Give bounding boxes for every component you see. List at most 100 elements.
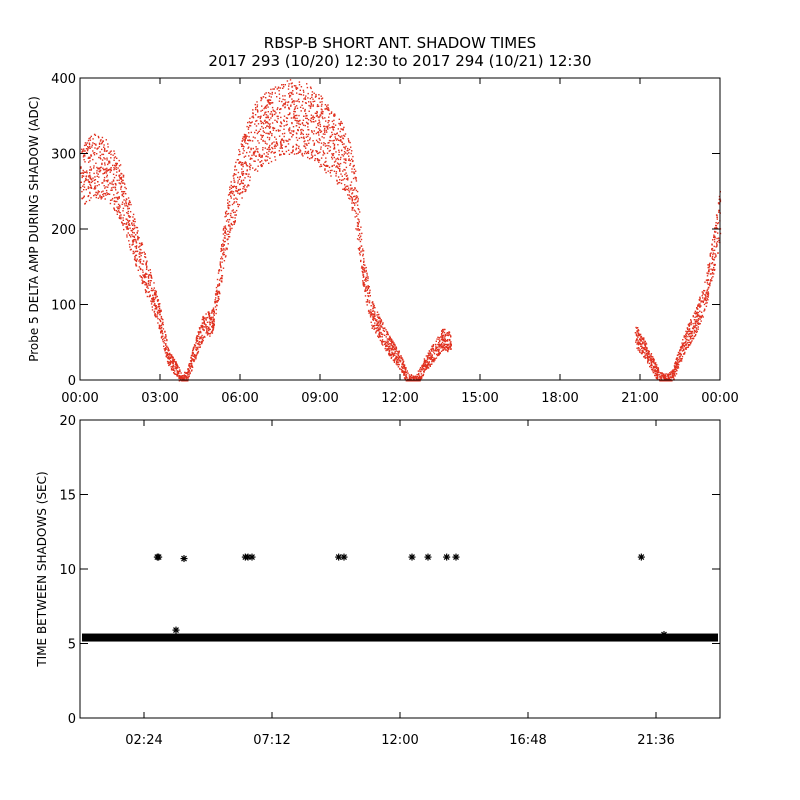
delta-amp-point [341,122,343,125]
delta-amp-point [326,126,329,129]
delta-amp-point [107,186,109,188]
delta-amp-point [341,135,343,137]
delta-amp-point [147,281,150,283]
delta-amp-point [403,371,405,373]
delta-amp-point [98,136,100,139]
delta-amp-point [264,111,266,114]
delta-amp-point [161,330,163,332]
delta-amp-point [160,328,162,330]
delta-amp-point [276,144,279,146]
delta-amp-point [324,108,326,110]
delta-amp-point [344,146,346,149]
delta-amp-point [196,343,199,345]
delta-amp-point [337,157,339,159]
delta-amp-point [88,175,90,177]
delta-amp-point [393,359,396,361]
delta-amp-point [283,86,285,88]
delta-amp-point [432,359,434,362]
delta-amp-point [132,239,135,241]
delta-amp-point [381,340,383,342]
delta-amp-point [160,310,162,312]
delta-amp-point [110,189,113,191]
delta-amp-point [404,374,406,376]
delta-amp-point [324,168,326,170]
delta-amp-point [340,156,342,159]
delta-amp-point [244,188,246,190]
delta-amp-point [151,309,154,311]
delta-amp-point [705,299,707,301]
delta-amp-point [318,161,320,163]
delta-amp-point [135,246,138,248]
delta-amp-point [697,320,699,322]
delta-amp-point [155,293,157,295]
delta-amp-point [332,125,334,128]
delta-amp-point [120,172,122,175]
delta-amp-point [221,244,223,246]
delta-amp-point [393,352,395,354]
delta-amp-point [304,124,306,127]
delta-amp-point [271,115,273,117]
delta-amp-point [243,146,245,148]
delta-amp-point [133,232,135,234]
delta-amp-point [344,186,347,188]
delta-amp-point [655,367,658,370]
delta-amp-point [120,218,122,220]
delta-amp-point [650,353,653,355]
delta-amp-point [317,132,320,134]
delta-amp-point [193,360,195,363]
delta-amp-point [376,329,378,332]
delta-amp-point [663,375,665,377]
delta-amp-point [699,296,701,298]
delta-amp-point [358,252,361,254]
delta-amp-point [268,101,270,104]
delta-amp-point [396,361,398,363]
delta-amp-point [342,128,344,130]
delta-amp-point [410,374,412,377]
time-between-point [340,553,348,561]
delta-amp-point [90,135,92,138]
delta-amp-point [365,285,367,288]
delta-amp-point [401,362,403,365]
delta-amp-point [302,107,304,109]
delta-amp-point [397,366,400,368]
delta-amp-point [710,268,712,270]
delta-amp-point [399,367,401,370]
delta-amp-point [390,356,393,359]
delta-amp-point [355,197,357,199]
delta-amp-point [261,165,263,167]
delta-amp-point [191,364,193,366]
delta-amp-point [327,142,329,144]
delta-amp-point [154,314,156,316]
delta-amp-point [281,144,283,146]
delta-amp-point [94,176,96,178]
delta-amp-point [334,113,336,116]
delta-amp-point [98,191,100,193]
delta-amp-point [285,124,287,126]
delta-amp-point [199,344,201,346]
delta-amp-point [655,373,657,375]
delta-amp-point [335,171,338,173]
delta-amp-point [130,229,132,232]
delta-amp-point [346,188,349,191]
delta-amp-point [293,130,295,132]
delta-amp-point [254,131,256,134]
delta-amp-point [650,354,652,356]
delta-amp-point [659,376,662,378]
delta-amp-point [671,380,673,382]
delta-amp-point [693,329,696,332]
delta-amp-point [188,375,190,377]
delta-amp-point [245,173,247,175]
delta-amp-point [397,359,399,361]
delta-amp-point [128,216,131,218]
delta-amp-point [376,319,378,321]
delta-amp-point [414,375,416,378]
delta-amp-point [405,375,407,377]
delta-amp-point [327,125,329,128]
delta-amp-point [245,135,247,137]
delta-amp-point [358,219,360,221]
delta-amp-point [230,222,232,225]
delta-amp-point [367,295,369,297]
delta-amp-point [669,372,671,374]
delta-amp-point [371,327,373,329]
delta-amp-point [241,182,243,184]
